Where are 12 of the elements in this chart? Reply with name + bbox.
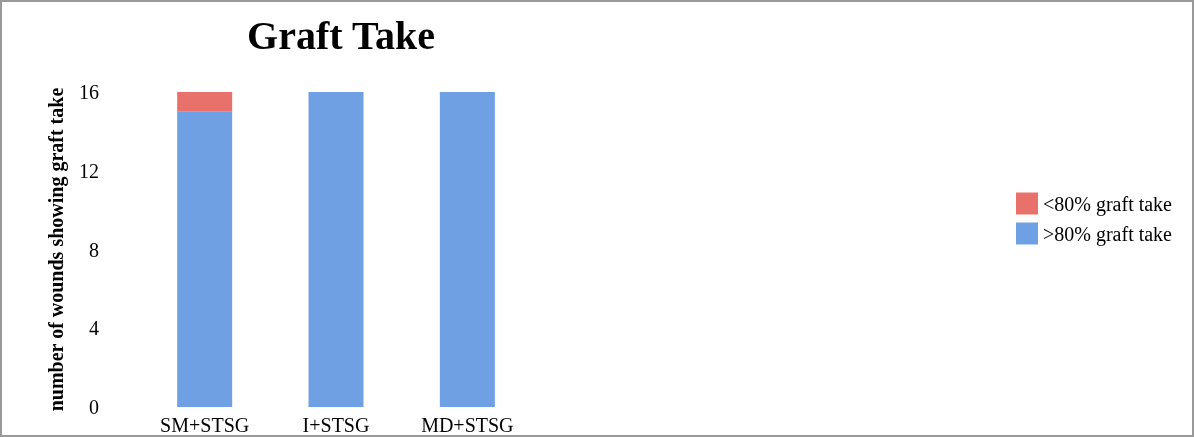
y-tick-label: 0 — [89, 396, 99, 418]
chart-title: Graft Take — [247, 12, 435, 58]
y-tick-label: 16 — [79, 81, 99, 103]
legend-label: >80% graft take — [1043, 222, 1173, 246]
legend-label: <80% graft take — [1043, 192, 1173, 216]
y-tick-label: 8 — [89, 238, 99, 261]
x-tick-label: SM+STSG — [160, 414, 250, 436]
x-tick-label: MD+STSG — [421, 414, 514, 436]
y-axis-title: number of wounds showing graft take — [45, 87, 68, 412]
y-tick-label: 12 — [79, 159, 99, 182]
x-tick-label: I+STSG — [302, 414, 370, 436]
y-tick-label: 4 — [89, 317, 99, 340]
